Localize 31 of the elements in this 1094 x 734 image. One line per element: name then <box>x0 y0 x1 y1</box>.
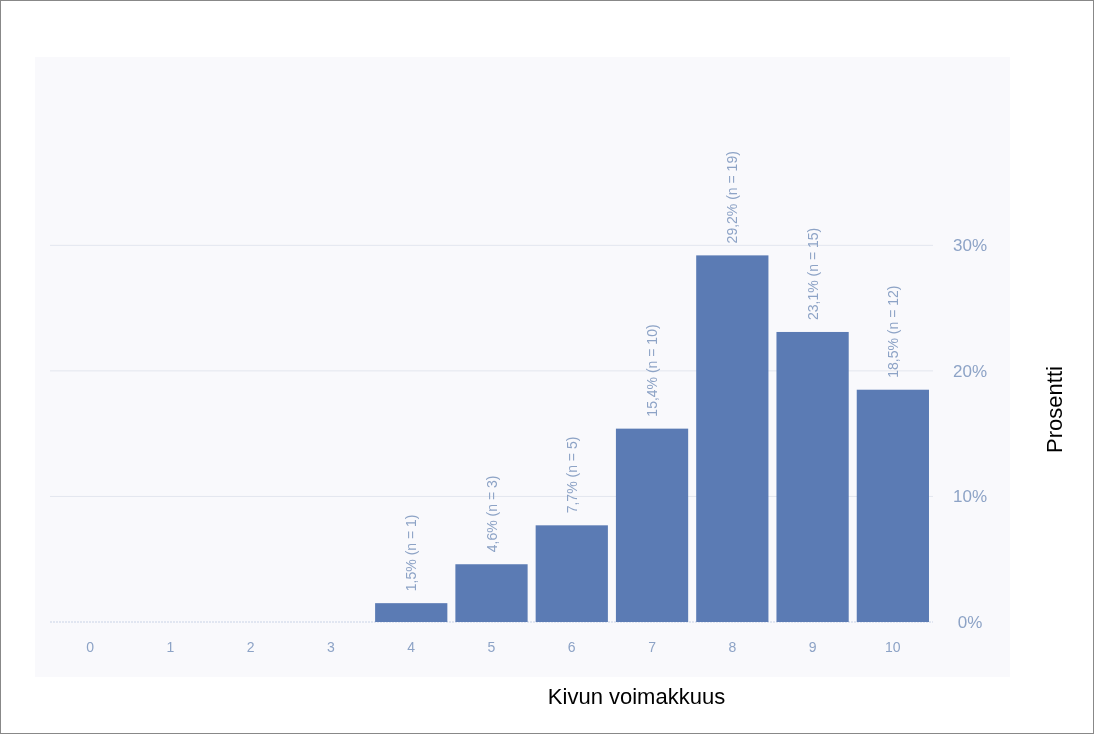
y-tick-label: 30% <box>952 236 988 256</box>
y-tick-label: 0% <box>957 612 983 632</box>
x-tick-label: 1 <box>166 639 175 655</box>
bar <box>856 389 929 622</box>
y-tick-label: 10% <box>952 487 988 507</box>
x-tick-label: 2 <box>246 639 255 655</box>
bar <box>776 331 849 622</box>
y-tick-label: 20% <box>952 361 988 381</box>
x-tick-label: 9 <box>808 639 817 655</box>
data-label: 15,4% (n = 10) <box>644 324 661 417</box>
y-axis-title: Prosentti <box>1042 366 1067 453</box>
x-tick-label: 7 <box>648 639 657 655</box>
x-tick-label: 3 <box>327 639 336 655</box>
bar <box>615 428 689 622</box>
bar <box>535 525 608 622</box>
x-tick-label: 4 <box>407 639 416 655</box>
data-label: 29,2% (n = 19) <box>724 151 741 244</box>
bar <box>375 603 448 622</box>
data-label: 1,5% (n = 1) <box>403 514 420 592</box>
bar <box>455 564 528 622</box>
bar <box>696 255 769 622</box>
data-label: 18,5% (n = 12) <box>884 285 901 378</box>
data-label: 4,6% (n = 3) <box>483 475 500 553</box>
x-tick-label: 6 <box>567 639 576 655</box>
x-tick-label: 8 <box>728 639 737 655</box>
data-label: 7,7% (n = 5) <box>563 436 580 514</box>
x-tick-label: 0 <box>86 639 95 655</box>
x-tick-label: 5 <box>487 639 496 655</box>
x-tick-label: 10 <box>885 639 901 655</box>
x-axis-title: Kivun voimakkuus <box>547 684 726 709</box>
data-label: 23,1% (n = 15) <box>804 227 821 320</box>
